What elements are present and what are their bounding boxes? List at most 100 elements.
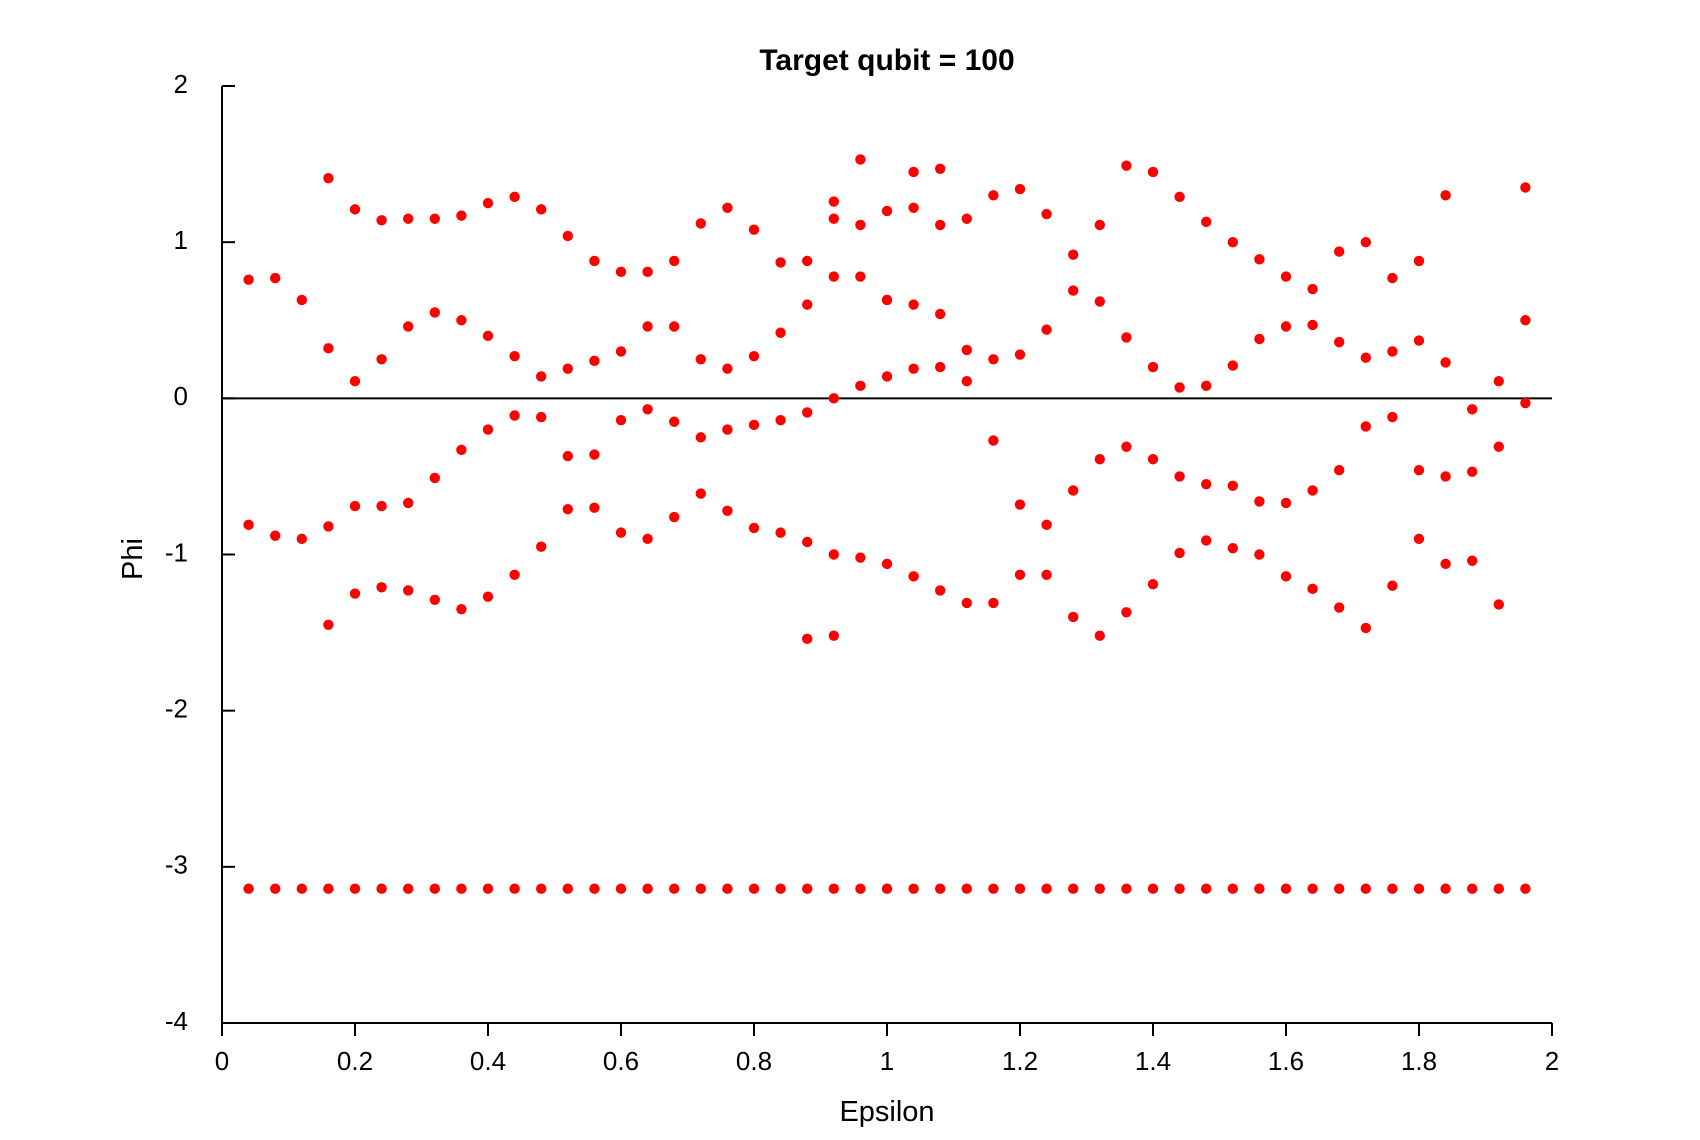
data-point xyxy=(1227,360,1239,371)
data-point xyxy=(429,883,440,894)
y-tick-label: -3 xyxy=(165,850,188,880)
data-point xyxy=(695,432,706,443)
y-axis-ticks: -4 -3 -2 -1 0 1 2 xyxy=(165,69,235,1036)
data-point xyxy=(1014,569,1026,581)
data-point xyxy=(1254,496,1265,507)
data-point xyxy=(1440,471,1451,482)
data-point xyxy=(1334,602,1345,613)
data-point xyxy=(509,569,520,581)
data-point xyxy=(802,407,813,418)
data-point xyxy=(1307,283,1318,295)
data-point xyxy=(1360,883,1372,894)
y-axis-title: Phi xyxy=(117,538,149,580)
data-point xyxy=(1280,571,1292,582)
data-point xyxy=(855,380,866,392)
data-point xyxy=(1440,883,1451,894)
data-point xyxy=(323,619,334,630)
data-point xyxy=(775,414,786,426)
data-point xyxy=(881,205,893,217)
data-point xyxy=(349,883,361,894)
data-point xyxy=(722,883,733,894)
data-point xyxy=(349,375,361,387)
data-point xyxy=(1307,883,1318,894)
data-point xyxy=(1493,599,1505,610)
data-point xyxy=(1014,183,1026,195)
data-point xyxy=(695,488,706,499)
data-point xyxy=(1387,411,1398,423)
data-point xyxy=(482,197,494,209)
data-point xyxy=(669,321,680,332)
data-point xyxy=(1493,441,1505,452)
data-point xyxy=(1413,255,1425,267)
data-point xyxy=(1307,319,1318,331)
data-point xyxy=(855,552,866,563)
data-point xyxy=(323,521,334,532)
data-point xyxy=(1360,421,1372,432)
data-point xyxy=(1094,630,1106,641)
data-point xyxy=(296,883,307,894)
data-point xyxy=(1014,883,1026,894)
chart-title: Target qubit = 100 xyxy=(759,44,1014,77)
data-point xyxy=(828,196,839,207)
data-point xyxy=(270,883,281,894)
y-tick-label: 0 xyxy=(174,381,188,411)
x-tick-label: 1.8 xyxy=(1401,1046,1437,1076)
data-point xyxy=(1068,285,1079,296)
data-point xyxy=(988,435,999,446)
data-point xyxy=(376,883,387,894)
data-point xyxy=(1041,208,1052,220)
data-point xyxy=(935,163,946,174)
data-point xyxy=(456,883,467,894)
data-point xyxy=(456,444,467,456)
data-point xyxy=(562,883,573,894)
data-point xyxy=(1413,533,1425,545)
data-point xyxy=(589,883,600,894)
data-point xyxy=(1280,271,1292,282)
data-point xyxy=(615,527,627,538)
data-point xyxy=(748,419,760,431)
data-point xyxy=(1094,883,1106,894)
data-point xyxy=(935,585,946,596)
data-point xyxy=(828,393,839,404)
data-point xyxy=(589,355,600,367)
data-point xyxy=(1227,236,1239,248)
data-point xyxy=(748,350,760,362)
data-point xyxy=(988,883,999,894)
data-point xyxy=(1467,555,1478,566)
data-point xyxy=(642,266,653,278)
data-point xyxy=(1440,558,1451,570)
data-point xyxy=(1280,321,1292,332)
data-point xyxy=(1387,272,1398,284)
data-point xyxy=(1334,883,1345,894)
data-point xyxy=(1041,324,1052,335)
data-point xyxy=(1280,497,1292,509)
data-point xyxy=(722,202,733,214)
data-point xyxy=(802,883,813,894)
x-axis-ticks: 0 0.2 0.4 0.6 0.8 1 1.2 1.4 1.6 1.8 2 xyxy=(215,1023,1559,1076)
data-point xyxy=(775,883,786,894)
data-point xyxy=(1147,883,1159,894)
data-point xyxy=(1201,883,1212,894)
data-point xyxy=(722,363,733,374)
data-point xyxy=(1121,332,1132,343)
data-point xyxy=(1334,246,1345,257)
data-point xyxy=(1201,380,1212,392)
data-point xyxy=(1360,352,1372,363)
data-point xyxy=(935,883,946,894)
data-point xyxy=(1094,219,1106,231)
axes xyxy=(221,86,1552,1024)
data-point xyxy=(1041,883,1052,894)
data-point xyxy=(1334,336,1345,348)
data-point xyxy=(748,522,760,534)
data-point xyxy=(1467,883,1478,894)
data-point xyxy=(1254,883,1265,894)
data-point xyxy=(1121,441,1132,452)
data-point xyxy=(855,883,866,894)
data-point xyxy=(1387,346,1398,357)
data-point xyxy=(828,549,839,560)
data-point xyxy=(1201,479,1212,490)
data-point xyxy=(881,371,893,382)
data-point xyxy=(429,307,440,318)
data-point xyxy=(961,883,972,894)
data-point xyxy=(908,202,919,214)
